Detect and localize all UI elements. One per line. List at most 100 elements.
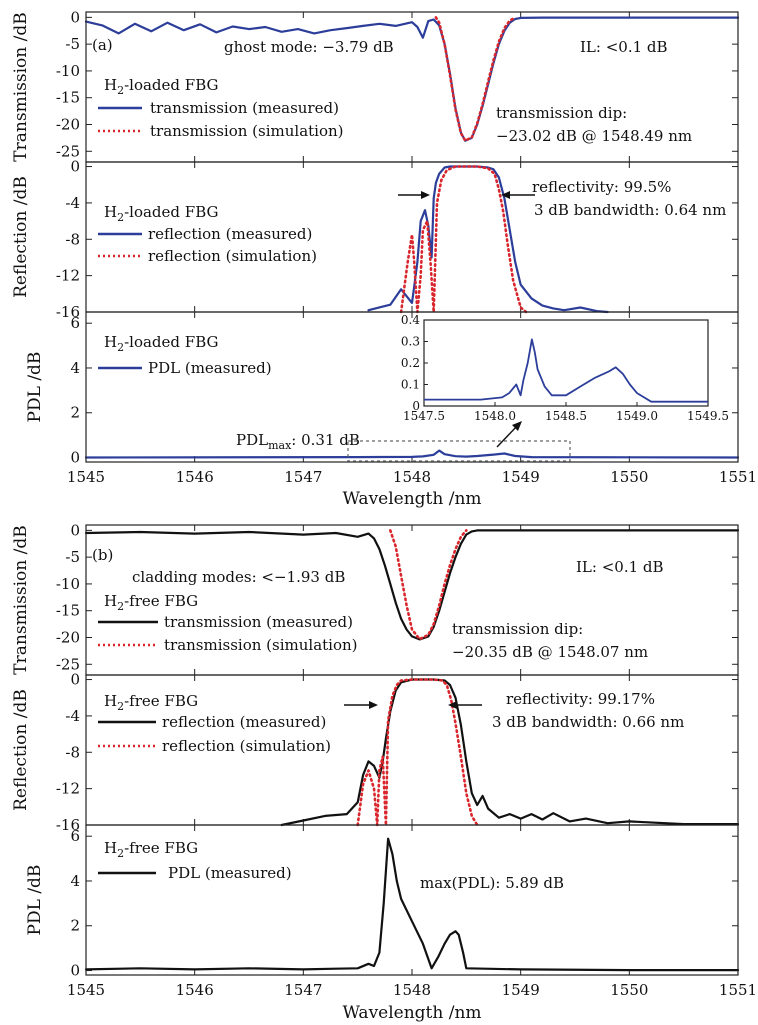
dip-annotation-a-1: transmission dip: (496, 104, 627, 122)
xtick-label: 1547 (284, 468, 322, 486)
panel-label-a: (a) (92, 36, 113, 54)
bandwidth-arrowhead-left-a (421, 191, 430, 199)
xtick-label: 1547 (284, 981, 322, 999)
legend-b-t-meas: transmission (measured) (164, 613, 353, 631)
ytick-label: 6 (70, 827, 80, 845)
legend-title-b1: H2-free FBG (104, 592, 198, 613)
series-transmission-simulation- (388, 529, 468, 641)
ylabel-b-transmission: Transmission /dB (11, 525, 31, 674)
ytick-label: 2 (70, 404, 80, 422)
ytick-label: -20 (56, 629, 80, 647)
xtick-label: 1548 (393, 468, 431, 486)
inset-plot: 0 0.1 0.2 0.3 0.4 1547.5 1548.0 1548.5 1549.0 154… (401, 313, 729, 423)
inset-ytick-label: 0.1 (401, 378, 420, 392)
inset-series-pdl (424, 338, 708, 403)
ytick-label: -12 (56, 267, 80, 285)
xtick-label: 1549 (502, 981, 540, 999)
inset-ytick-label: 0 (412, 399, 420, 413)
ytick-label: -25 (56, 655, 80, 673)
bandwidth-arrowhead-right-a (501, 191, 510, 199)
xtick-label: 1550 (610, 468, 648, 486)
inset-xtick-label: 1549.5 (687, 409, 729, 423)
xtick-label: 1550 (610, 981, 648, 999)
ylabel-b-pdl: PDL /dB (25, 865, 45, 936)
ytick-label: 2 (70, 917, 80, 935)
inset-ytick-label: 0.2 (401, 356, 420, 370)
ytick-label: -10 (56, 62, 80, 80)
ytick-label: 0 (70, 671, 80, 689)
dip-annotation-b-1: transmission dip: (452, 620, 583, 638)
ytick-label: -5 (65, 548, 80, 566)
ytick-label: -8 (65, 743, 80, 761)
cladding-annotation: cladding modes: <−1.93 dB (132, 568, 345, 586)
ylabel-a-transmission: Transmission /dB (11, 12, 31, 161)
legend-title-b3: H2-free FBG (104, 839, 198, 860)
legend-title-b2: H2-free FBG (104, 692, 198, 713)
chart-b-pdl: 0 2 4 6 1545 1546 1547 1548 1549 1550 1551 (67, 825, 757, 999)
reflectivity-annotation-b: reflectivity: 99.17% (506, 690, 655, 708)
legend-b-pdl-meas: PDL (measured) (168, 864, 292, 882)
zoom-arrowhead (512, 421, 522, 431)
reflectivity-annotation-a: reflectivity: 99.5% (532, 178, 671, 196)
legend-title-a1: H2-loaded FBG (104, 76, 218, 97)
xtick-label: 1546 (176, 981, 214, 999)
xtick-label: 1551 (719, 981, 757, 999)
ytick-label: 0 (70, 449, 80, 467)
dip-annotation-b-2: −20.35 dB @ 1548.07 nm (452, 643, 648, 661)
legend-b-r-meas: reflection (measured) (162, 713, 326, 731)
bandwidth-arrowhead-left-b (369, 701, 378, 709)
legend-a-r-sim: reflection (simulation) (148, 247, 317, 265)
ylabel-a-reflection: Reflection /dB (11, 176, 31, 298)
ytick-label: -20 (56, 116, 80, 134)
dip-annotation-a-2: −23.02 dB @ 1548.49 nm (496, 127, 692, 145)
xtick-label: 1545 (67, 468, 105, 486)
legend-title-a2: H2-loaded FBG (104, 203, 218, 224)
series-reflection-simulation- (356, 678, 479, 827)
inset-ytick-label: 0.3 (401, 335, 420, 349)
ytick-label: -15 (56, 89, 80, 107)
legend-title-a3: H2-loaded FBG (104, 333, 218, 354)
panel-a-pdl-frame (85, 311, 739, 463)
legend-b-r-sim: reflection (simulation) (162, 737, 331, 755)
ytick-label: -4 (65, 194, 80, 212)
xtick-label: 1549 (502, 468, 540, 486)
xtick-label: 1545 (67, 981, 105, 999)
ytick-label: -16 (56, 816, 80, 834)
ytick-label: -4 (65, 707, 80, 725)
inset-xtick-label: 1547.5 (403, 409, 445, 423)
panel-b-pdl-frame (85, 824, 739, 976)
ylabel-a-pdl: PDL /dB (25, 352, 45, 423)
ytick-label: 6 (70, 314, 80, 332)
series-reflection-measured- (280, 678, 740, 827)
ghost-mode-annotation: ghost mode: −3.79 dB (224, 38, 394, 56)
il-annotation-b: IL: <0.1 dB (576, 558, 664, 576)
inset-xtick-label: 1549.0 (616, 409, 658, 423)
inset-frame (423, 319, 709, 407)
xlabel-b: Wavelength /nm (342, 1003, 481, 1023)
legend-a-t-sim: transmission (simulation) (150, 122, 344, 140)
inset-ytick-label: 0.4 (401, 313, 420, 327)
zoom-arrow (496, 424, 519, 448)
series-transmission-simulation- (434, 16, 517, 142)
legend-a-pdl-meas: PDL (measured) (148, 359, 272, 377)
ytick-label: 0 (70, 8, 80, 26)
pdlmax-annotation: PDLmax: 0.31 dB (236, 431, 360, 452)
legend-a-r-meas: reflection (measured) (148, 225, 312, 243)
xlabel-a: Wavelength /nm (342, 489, 481, 509)
inset-xtick-label: 1548.5 (545, 409, 587, 423)
ylabel-b-reflection: Reflection /dB (11, 689, 31, 811)
bandwidth-annotation-b: 3 dB bandwidth: 0.66 nm (492, 713, 684, 731)
ytick-label: -5 (65, 35, 80, 53)
inset-xtick-label: 1548.0 (474, 409, 516, 423)
xtick-label: 1551 (719, 468, 757, 486)
ytick-label: 0 (70, 962, 80, 980)
series-transmission-measured- (84, 529, 740, 641)
bandwidth-annotation-a: 3 dB bandwidth: 0.64 nm (534, 201, 726, 219)
ytick-label: -16 (56, 303, 80, 321)
ytick-label: 0 (70, 521, 80, 539)
series-pdl-measured- (84, 449, 740, 459)
legend-b-t-sim: transmission (simulation) (164, 636, 358, 654)
series-reflection-simulation- (399, 165, 528, 314)
